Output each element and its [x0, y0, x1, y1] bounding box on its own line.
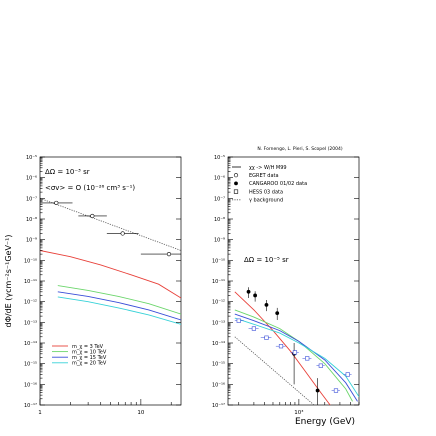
legend-label: m_χ = 3 TeV [72, 344, 104, 350]
left-xtick-labels: 1 10 [38, 410, 145, 416]
series-line [57, 285, 181, 315]
y-tick-label: 10⁻⁸ [26, 217, 37, 223]
x-tick-label: 10³ [294, 409, 303, 416]
right-ytick-labels: 10⁻¹⁷ 10⁻¹⁶ 10⁻¹⁵ 10⁻¹⁴ 10⁻¹³ 10⁻¹² 10⁻¹¹ 10⁻¹⁰… [212, 155, 225, 409]
y-tick-label: 10⁻¹³ [212, 320, 225, 326]
y-tick-label: 10⁻⁷ [26, 196, 37, 202]
y-tick-label: 10⁻⁹ [26, 238, 37, 244]
hess-point [333, 388, 339, 393]
right-xtick-labels: 10³ [294, 409, 303, 416]
left-y-axis-label: dΦ/dE (γcm⁻²s⁻¹GeV⁻¹) [4, 235, 13, 328]
y-tick-label: 10⁻¹⁷ [212, 403, 225, 409]
y-tick-label: 10⁻⁵ [214, 155, 225, 161]
left-ticks [39, 156, 181, 406]
series-line [57, 296, 181, 325]
legend-label: m_χ = 10 TeV [72, 349, 107, 355]
legend-label: χχ -> W/H M99 [249, 165, 287, 171]
y-tick-label: 10⁻¹⁴ [212, 341, 225, 347]
left-egret-points [40, 200, 181, 257]
hess-point [292, 350, 298, 355]
right-panel: 10⁻¹⁷ 10⁻¹⁶ 10⁻¹⁵ 10⁻¹⁴ 10⁻¹³ 10⁻¹² 10⁻¹¹ 10⁻¹⁰… [212, 146, 360, 427]
y-tick-label: 10⁻¹² [212, 300, 225, 306]
y-tick-label: 10⁻¹⁰ [212, 258, 225, 264]
series-line [234, 336, 315, 405]
left-panel: 10⁻¹⁷ 10⁻¹⁶ 10⁻¹⁵ 10⁻¹⁴ 10⁻¹³ 10⁻¹² 10⁻¹¹ 10⁻¹⁰… [4, 155, 182, 416]
hess-point [251, 326, 256, 331]
right-plot-frame [227, 156, 360, 406]
series-line [40, 197, 181, 251]
y-tick-label: 10⁻¹³ [24, 320, 37, 326]
y-tick-label: 10⁻¹¹ [212, 279, 225, 285]
right-cangaroo-points [246, 287, 320, 405]
series-line [234, 313, 358, 402]
x-tick-label: 10 [137, 410, 144, 416]
left-annotation-solid-angle: ΔΩ = 10⁻³ sr [45, 168, 90, 176]
cangaroo-point [246, 289, 251, 294]
y-tick-label: 10⁻¹⁶ [24, 382, 37, 388]
right-legend: χχ -> W/H M99 EGRET data CANGAROO 01/02 da… [232, 165, 307, 204]
hess-point [345, 372, 350, 377]
legend-marker [233, 173, 239, 178]
legend-marker [234, 181, 238, 186]
legend-label: HESS 03 data [249, 189, 283, 195]
cangaroo-point [315, 388, 320, 393]
legend-label: m_χ = 15 TeV [72, 355, 107, 361]
y-tick-label: 10⁻¹⁵ [212, 362, 225, 368]
cangaroo-point [264, 302, 269, 307]
left-ytick-labels: 10⁻¹⁷ 10⁻¹⁶ 10⁻¹⁵ 10⁻¹⁴ 10⁻¹³ 10⁻¹² 10⁻¹¹ 10⁻¹⁰… [24, 155, 37, 409]
egret-point [166, 252, 172, 257]
y-tick-label: 10⁻¹⁷ [24, 403, 37, 409]
y-tick-label: 10⁻⁶ [26, 176, 37, 182]
y-tick-label: 10⁻⁶ [214, 176, 225, 182]
legend-label: CANGAROO 01/02 data [249, 181, 307, 187]
cangaroo-point [275, 311, 280, 315]
right-annotation-solid-angle: ΔΩ = 10⁻⁵ sr [244, 256, 289, 264]
legend-marker [233, 189, 239, 194]
right-curves [234, 291, 359, 405]
left-annotation-cross-section: <σv> = O (10⁻²⁶ cm³ s⁻¹) [45, 184, 135, 192]
y-tick-label: 10⁻¹¹ [24, 279, 37, 285]
hess-point [236, 318, 241, 323]
egret-point [90, 213, 95, 219]
series-line [234, 291, 331, 405]
y-tick-label: 10⁻⁹ [214, 238, 225, 244]
y-tick-label: 10⁻¹² [24, 300, 37, 306]
right-ticks [228, 156, 360, 406]
hess-point [318, 363, 323, 368]
right-x-axis-label: Energy (GeV) [295, 417, 355, 427]
y-tick-label: 10⁻⁷ [214, 196, 225, 202]
x-tick-label: 1 [38, 410, 42, 416]
hess-point [278, 344, 284, 349]
hess-point [264, 335, 269, 340]
right-credit: N. Fornengo, L. Pieri, S. Scopel (2004) [257, 146, 342, 152]
y-tick-label: 10⁻⁸ [214, 217, 225, 223]
y-tick-label: 10⁻¹⁴ [24, 341, 37, 347]
legend-label: γ background [249, 198, 283, 204]
y-tick-label: 10⁻¹⁶ [212, 382, 225, 388]
legend-label: m_χ = 20 TeV [72, 361, 107, 367]
hess-point [305, 356, 310, 361]
series-line [40, 250, 181, 299]
left-curves [40, 197, 181, 325]
series-line [57, 291, 181, 321]
egret-point [54, 200, 59, 206]
left-plot-frame [39, 156, 182, 406]
cangaroo-point [253, 293, 258, 298]
egret-point [120, 231, 125, 236]
y-tick-label: 10⁻¹⁵ [24, 362, 37, 368]
right-hess-points [234, 318, 352, 393]
y-tick-label: 10⁻⁵ [26, 155, 37, 161]
y-tick-label: 10⁻¹⁰ [24, 258, 37, 264]
legend-label: EGRET data [249, 173, 279, 179]
